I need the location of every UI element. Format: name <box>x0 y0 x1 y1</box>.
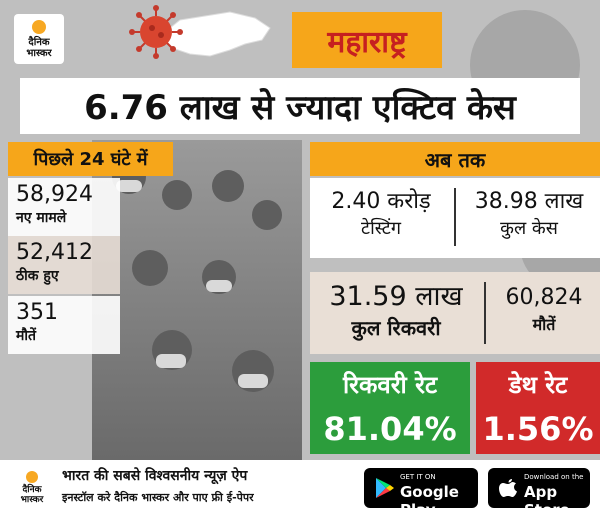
person-head <box>212 170 244 202</box>
recovery-rate-value: 81.04% <box>323 410 457 448</box>
footer-install-text: इनस्टॉल करे दैनिक भास्कर और पाए फ्री ई-प… <box>62 491 254 504</box>
total-cases-cell: 38.98 लाख कुल केस <box>458 188 600 242</box>
total-cases-value: 38.98 लाख <box>474 189 584 214</box>
logo-line2: भास्कर <box>26 47 52 59</box>
face-mask <box>156 354 186 368</box>
stat-recovered: 52,412 ठीक हुए <box>8 236 120 294</box>
headline: 6.76 लाख से ज्यादा एक्टिव केस <box>84 88 516 128</box>
testing-cell: 2.40 करोड़ टेस्टिंग <box>310 188 452 242</box>
total-deaths-label: मौतें <box>532 315 556 334</box>
total-recovery-cell: 31.59 लाख कुल रिकवरी <box>310 280 482 342</box>
total-recovery-value: 31.59 लाख <box>329 281 463 312</box>
sun-icon <box>32 19 46 34</box>
total-cases-label: कुल केस <box>500 218 558 239</box>
google-play-icon <box>376 478 394 498</box>
last24-title: पिछले 24 घंटे में <box>33 149 148 170</box>
state-title: महाराष्ट्र <box>327 24 407 60</box>
person-head <box>252 200 282 230</box>
google-play-small-text: GET IT ON <box>400 473 436 481</box>
stat-deaths-24h: 351 मौतें <box>8 296 120 354</box>
recovered-label: ठीक हुए <box>16 268 59 284</box>
death-rate-value: 1.56% <box>482 410 594 448</box>
deaths-24h-value: 351 <box>16 300 58 325</box>
recovered-value: 52,412 <box>16 240 93 265</box>
divider <box>484 282 486 344</box>
state-title-box: महाराष्ट्र <box>292 12 442 68</box>
footer-logo: दैनिक भास्कर <box>12 466 52 510</box>
recovery-rate-box: रिकवरी रेट 81.04% <box>310 362 470 454</box>
person-head <box>162 180 192 210</box>
total-deaths-value: 60,824 <box>505 285 583 310</box>
new-cases-label: नए मामले <box>16 210 67 226</box>
person-head <box>132 250 168 286</box>
google-play-big-text: Google Play <box>400 483 459 517</box>
crowd-photo <box>92 140 302 460</box>
death-rate-box: डेथ रेट 1.56% <box>476 362 600 454</box>
testing-label: टेस्टिंग <box>361 218 401 239</box>
maharashtra-map <box>159 11 271 57</box>
sun-icon <box>26 471 38 483</box>
google-play-button[interactable]: GET IT ON Google Play <box>364 468 478 517</box>
footer-logo-line2: भास्कर <box>20 495 44 505</box>
last24-title-box: पिछले 24 घंटे में <box>8 142 173 176</box>
app-store-small-text: Download on the <box>524 473 584 481</box>
app-store-button[interactable]: Download on the App Store <box>488 468 590 517</box>
total-deaths-cell: 60,824 मौतें <box>488 284 600 338</box>
apple-icon <box>499 479 517 497</box>
deaths-24h-label: मौतें <box>16 328 36 344</box>
new-cases-value: 58,924 <box>16 182 93 207</box>
face-mask <box>238 374 268 388</box>
footer: दैनिक भास्कर भारत की सबसे विश्वसनीय न्यू… <box>0 460 600 517</box>
stat-new-cases: 58,924 नए मामले <box>8 178 120 236</box>
app-store-big-text: App Store <box>524 483 570 517</box>
till-now-mid-panel: 31.59 लाख कुल रिकवरी 60,824 मौतें <box>310 272 600 354</box>
footer-logo-line1: दैनिक <box>22 485 42 495</box>
divider <box>454 188 456 246</box>
till-now-title-box: अब तक <box>310 142 600 176</box>
till-now-top-panel: 2.40 करोड़ टेस्टिंग 38.98 लाख कुल केस <box>310 178 600 258</box>
death-rate-label: डेथ रेट <box>508 371 568 399</box>
till-now-title: अब तक <box>424 147 486 172</box>
face-mask <box>116 180 142 192</box>
logo-line1: दैनिक <box>28 36 50 48</box>
recovery-rate-label: रिकवरी रेट <box>342 371 438 399</box>
headline-box: 6.76 लाख से ज्यादा एक्टिव केस <box>20 78 580 134</box>
dainik-bhaskar-logo: दैनिक भास्कर <box>14 14 64 64</box>
coronavirus-icon <box>129 5 183 59</box>
footer-tagline: भारत की सबसे विश्वसनीय न्यूज़ ऐप <box>62 468 248 484</box>
testing-value: 2.40 करोड़ <box>331 189 431 214</box>
face-mask <box>206 280 232 292</box>
total-recovery-label: कुल रिकवरी <box>351 316 441 340</box>
